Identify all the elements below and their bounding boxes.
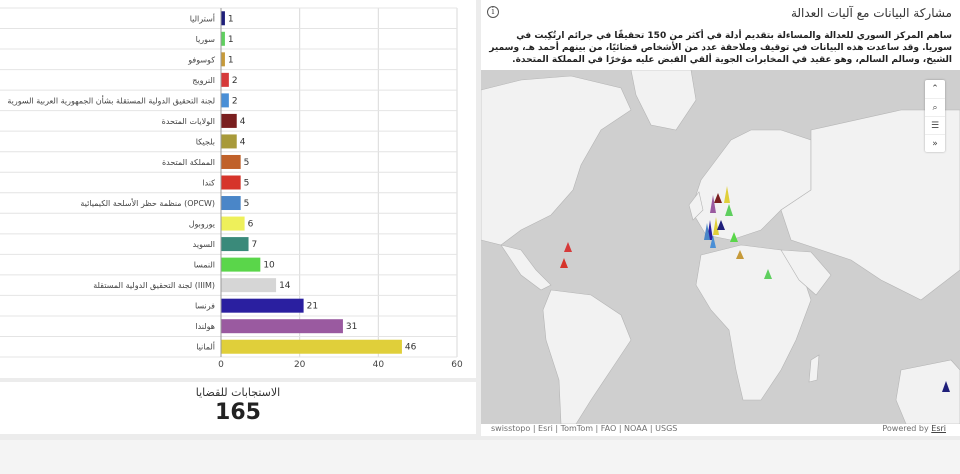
x-tick-label: 60 [451, 360, 463, 370]
category-label: فرنسا [195, 302, 215, 311]
bar-value-label: 1 [228, 35, 234, 45]
category-label: السويد [193, 240, 215, 249]
bar [221, 175, 241, 190]
category-label: المملكة المتحدة [162, 158, 215, 167]
category-label: الولايات المتحدة [162, 117, 215, 126]
bar-value-label: 1 [228, 55, 234, 65]
expand-up-icon[interactable]: ⌃ [931, 84, 939, 94]
map-marker[interactable] [710, 195, 716, 213]
bar [221, 298, 304, 313]
category-label: النرويج [192, 76, 215, 85]
bar [221, 31, 225, 46]
bar-value-label: 5 [244, 179, 250, 189]
search-icon[interactable]: ⌕ [925, 98, 945, 116]
map-marker[interactable] [713, 217, 719, 235]
map-footer: swisstopo | Esri | TomTom | FAO | NOAA |… [481, 424, 960, 436]
bar [221, 52, 225, 67]
bar-value-label: 7 [252, 240, 258, 250]
x-tick-label: 40 [373, 360, 385, 370]
map-marker[interactable] [710, 235, 716, 248]
bar-value-label: 21 [307, 302, 318, 312]
list-icon[interactable]: ☰ [925, 116, 945, 134]
bar-value-label: 4 [240, 117, 246, 127]
map-marker[interactable] [704, 223, 710, 240]
map-marker[interactable] [714, 193, 722, 203]
map-panel: i مشاركة البيانات مع آليات العدالة ساهم … [481, 0, 960, 436]
bar-value-label: 2 [232, 76, 238, 86]
map-header: i مشاركة البيانات مع آليات العدالة ساهم … [481, 0, 960, 68]
map-marker[interactable] [736, 250, 744, 259]
kpi-value: 165 [215, 400, 261, 425]
kpi-title: الاستجابات للقضايا [195, 386, 281, 399]
category-label: أستراليا [190, 13, 215, 23]
bar [221, 93, 229, 108]
forward-icon[interactable]: » [925, 134, 945, 152]
map-marker[interactable] [560, 258, 568, 268]
x-tick-label: 20 [294, 360, 306, 370]
map-toolbar: ⌃ ⌕ ☰ » [925, 80, 945, 152]
bar [221, 319, 343, 334]
category-label: سوريا [196, 35, 216, 44]
bar [221, 237, 249, 252]
category-label: لجنة التحقيق الدولية المستقلة (IIIM) [93, 281, 215, 290]
bar-value-label: 5 [244, 199, 250, 209]
bar-value-label: 46 [405, 343, 417, 353]
bar [221, 154, 241, 169]
category-label: كوسوفو [187, 55, 215, 64]
map-title: مشاركة البيانات مع آليات العدالة [790, 6, 952, 20]
kpi-panel: الاستجابات للقضايا 165 [0, 382, 476, 434]
powered-by: Powered by Esri [882, 424, 946, 433]
bar-value-label: 1 [228, 14, 234, 24]
bar [221, 134, 237, 149]
bar-value-label: 10 [263, 261, 275, 271]
bar [221, 257, 261, 272]
bar-chart-panel: 0 20 40 60 1 أستراليا 1 سوريا 1 كوسوفو 2 النرويج 2 لج… [0, 0, 476, 378]
bar [221, 278, 277, 293]
map-attribution: swisstopo | Esri | TomTom | FAO | NOAA |… [491, 424, 678, 433]
map-marker[interactable] [724, 186, 730, 203]
bar-value-label: 2 [232, 96, 238, 106]
bar-value-label: 6 [248, 220, 254, 230]
map-marker[interactable] [717, 220, 725, 230]
map-view[interactable] [481, 70, 960, 424]
x-tick-label: 0 [218, 360, 224, 370]
category-label: لجنة التحقيق الدولية المستقلة بشأن الجمه… [7, 94, 215, 105]
category-label: منظمة حظر الأسلحة الكيميائية (OPCW) [80, 198, 215, 208]
info-icon[interactable]: i [487, 6, 499, 18]
bar-chart: 0 20 40 60 1 أستراليا 1 سوريا 1 كوسوفو 2 النرويج 2 لج… [0, 7, 463, 370]
bar-value-label: 4 [240, 137, 246, 147]
bar-value-label: 5 [244, 158, 250, 168]
category-label: النمسا [194, 261, 215, 270]
bar [221, 11, 225, 26]
map-description: ساهم المركز السوري للعدالة والمساءلة بتق… [489, 31, 952, 65]
bar [221, 72, 229, 87]
bar [221, 339, 402, 354]
bar-value-label: 31 [346, 322, 357, 332]
map-marker[interactable] [730, 232, 738, 242]
category-label: هولندا [195, 322, 215, 331]
category-label: ألمانيا [196, 342, 215, 352]
map-marker[interactable] [764, 269, 772, 279]
bar-value-label: 14 [279, 281, 291, 291]
map-marker[interactable] [942, 381, 950, 392]
powered-by-label: Powered by [882, 424, 929, 433]
esri-link[interactable]: Esri [931, 424, 946, 433]
map-marker[interactable] [725, 204, 733, 216]
map-marker[interactable] [564, 242, 572, 252]
page-footer-strip [0, 440, 960, 474]
category-label: كندا [202, 179, 215, 188]
bar [221, 113, 237, 128]
category-label: بلجيكا [196, 137, 215, 146]
category-label: يوروبول [189, 220, 215, 229]
bar [221, 196, 241, 211]
bar [221, 216, 245, 231]
